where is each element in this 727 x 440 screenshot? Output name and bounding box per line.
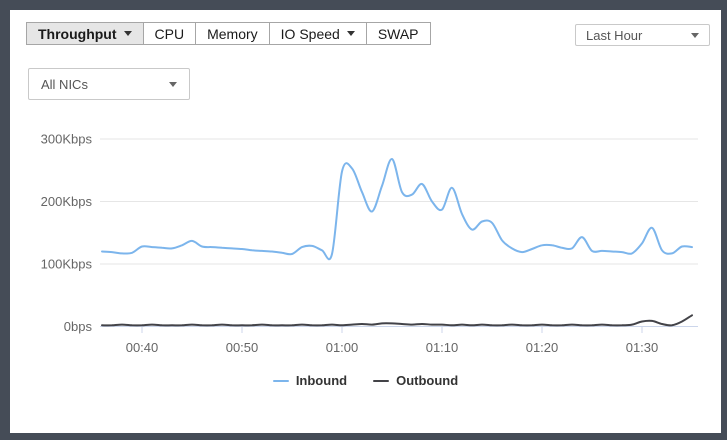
- y-axis-label: 0bps: [64, 319, 93, 334]
- x-axis-label: 01:20: [526, 340, 559, 355]
- tab-io-speed[interactable]: IO Speed: [268, 22, 367, 45]
- tab-label: IO Speed: [280, 25, 340, 42]
- dropdown-caret-icon: [169, 81, 177, 87]
- tab-label: Throughput: [38, 25, 117, 42]
- y-axis-label: 300Kbps: [41, 132, 93, 147]
- nic-select-value: All NICs: [41, 76, 88, 92]
- tab-swap[interactable]: SWAP: [365, 22, 431, 45]
- series-inbound-line: [101, 157, 693, 261]
- time-range-value: Last Hour: [586, 27, 643, 43]
- x-axis-label: 01:30: [626, 340, 659, 355]
- monitor-panel: Throughput CPU Memory IO Speed SWAP Last Hou…: [10, 10, 721, 433]
- y-axis-label: 100Kbps: [41, 257, 93, 272]
- x-axis-label: 00:50: [226, 340, 259, 355]
- outbound-line-swatch: [373, 379, 390, 382]
- legend-label: Inbound: [295, 373, 348, 388]
- legend-item-inbound[interactable]: Inbound: [272, 373, 348, 388]
- tab-label: CPU: [154, 25, 185, 42]
- tab-memory[interactable]: Memory: [195, 22, 270, 45]
- legend-item-outbound[interactable]: Outbound: [373, 373, 458, 388]
- series-outbound-line: [101, 314, 693, 327]
- chart-legend: Inbound Outbound: [10, 373, 721, 388]
- tab-label: Memory: [207, 25, 258, 42]
- dropdown-caret-icon: [123, 31, 132, 36]
- x-axis-label: 01:10: [426, 340, 459, 355]
- nic-select[interactable]: All NICs: [28, 68, 190, 100]
- time-range-select[interactable]: Last Hour: [575, 24, 710, 46]
- throughput-chart: 0bps 100Kbps 200Kbps 300Kbps 00:40 00:50 01:00…: [41, 132, 698, 355]
- y-axis-label: 200Kbps: [41, 194, 93, 209]
- tab-cpu[interactable]: CPU: [142, 22, 197, 45]
- tab-label: SWAP: [377, 25, 419, 42]
- dropdown-caret-icon: [346, 31, 355, 36]
- legend-label: Outbound: [396, 373, 459, 388]
- x-axis-label: 01:00: [326, 340, 359, 355]
- tab-throughput[interactable]: Throughput: [26, 22, 144, 45]
- dropdown-caret-icon: [691, 32, 699, 38]
- x-axis-label: 00:40: [126, 340, 159, 355]
- metric-tab-bar: Throughput CPU Memory IO Speed SWAP: [26, 22, 431, 45]
- inbound-line-swatch: [272, 379, 289, 382]
